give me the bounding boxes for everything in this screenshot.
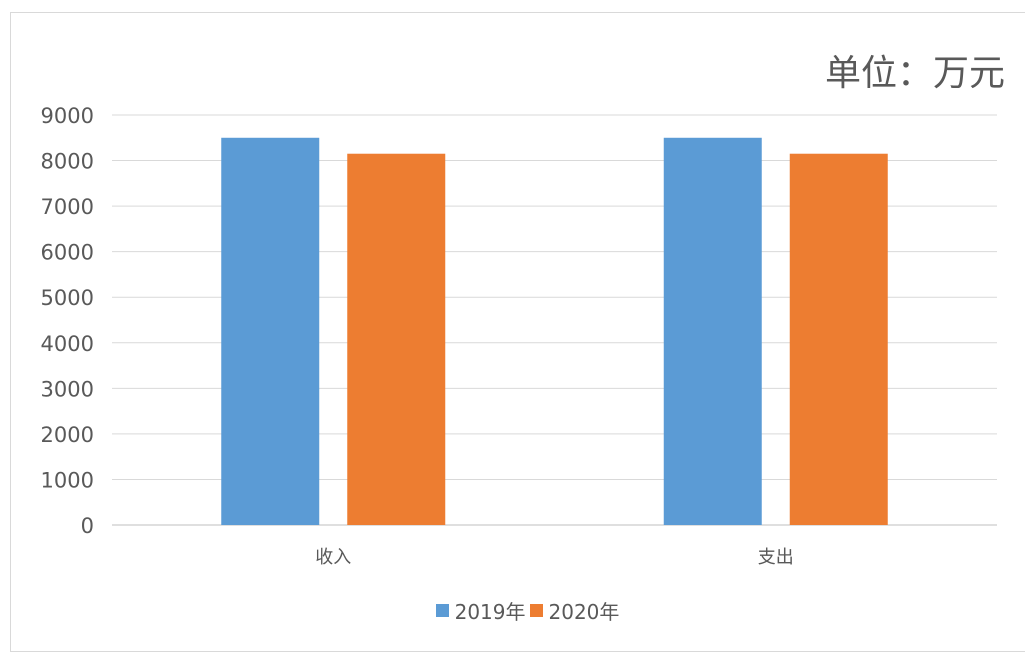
x-tick-label: 收入 xyxy=(315,547,351,568)
bar xyxy=(663,137,762,525)
y-tick-label: 0 xyxy=(81,514,94,538)
bar xyxy=(221,137,320,525)
bar xyxy=(789,153,888,525)
y-tick-label: 8000 xyxy=(41,150,94,174)
legend-swatch-2019 xyxy=(435,603,449,617)
legend-label-2020: 2020年 xyxy=(548,599,620,624)
y-tick-label: 1000 xyxy=(41,468,94,492)
legend-swatch-2020 xyxy=(529,603,543,617)
y-tick-label: 5000 xyxy=(41,286,94,310)
legend: 2019年 2020年 xyxy=(0,594,1025,626)
legend-label-2019: 2019年 xyxy=(454,599,526,624)
unit-label: 单位：万元 xyxy=(825,53,1006,94)
legend-item-2019: 2019年 xyxy=(435,596,526,625)
y-tick-label: 9000 xyxy=(41,104,94,128)
y-tick-label: 7000 xyxy=(41,195,94,219)
bar xyxy=(347,153,446,525)
y-tick-label: 4000 xyxy=(41,332,94,356)
y-tick-label: 3000 xyxy=(41,377,94,401)
legend-item-2020: 2020年 xyxy=(529,596,620,625)
y-tick-label: 6000 xyxy=(41,241,94,265)
x-tick-label: 支出 xyxy=(758,547,794,568)
y-tick-label: 2000 xyxy=(41,423,94,447)
